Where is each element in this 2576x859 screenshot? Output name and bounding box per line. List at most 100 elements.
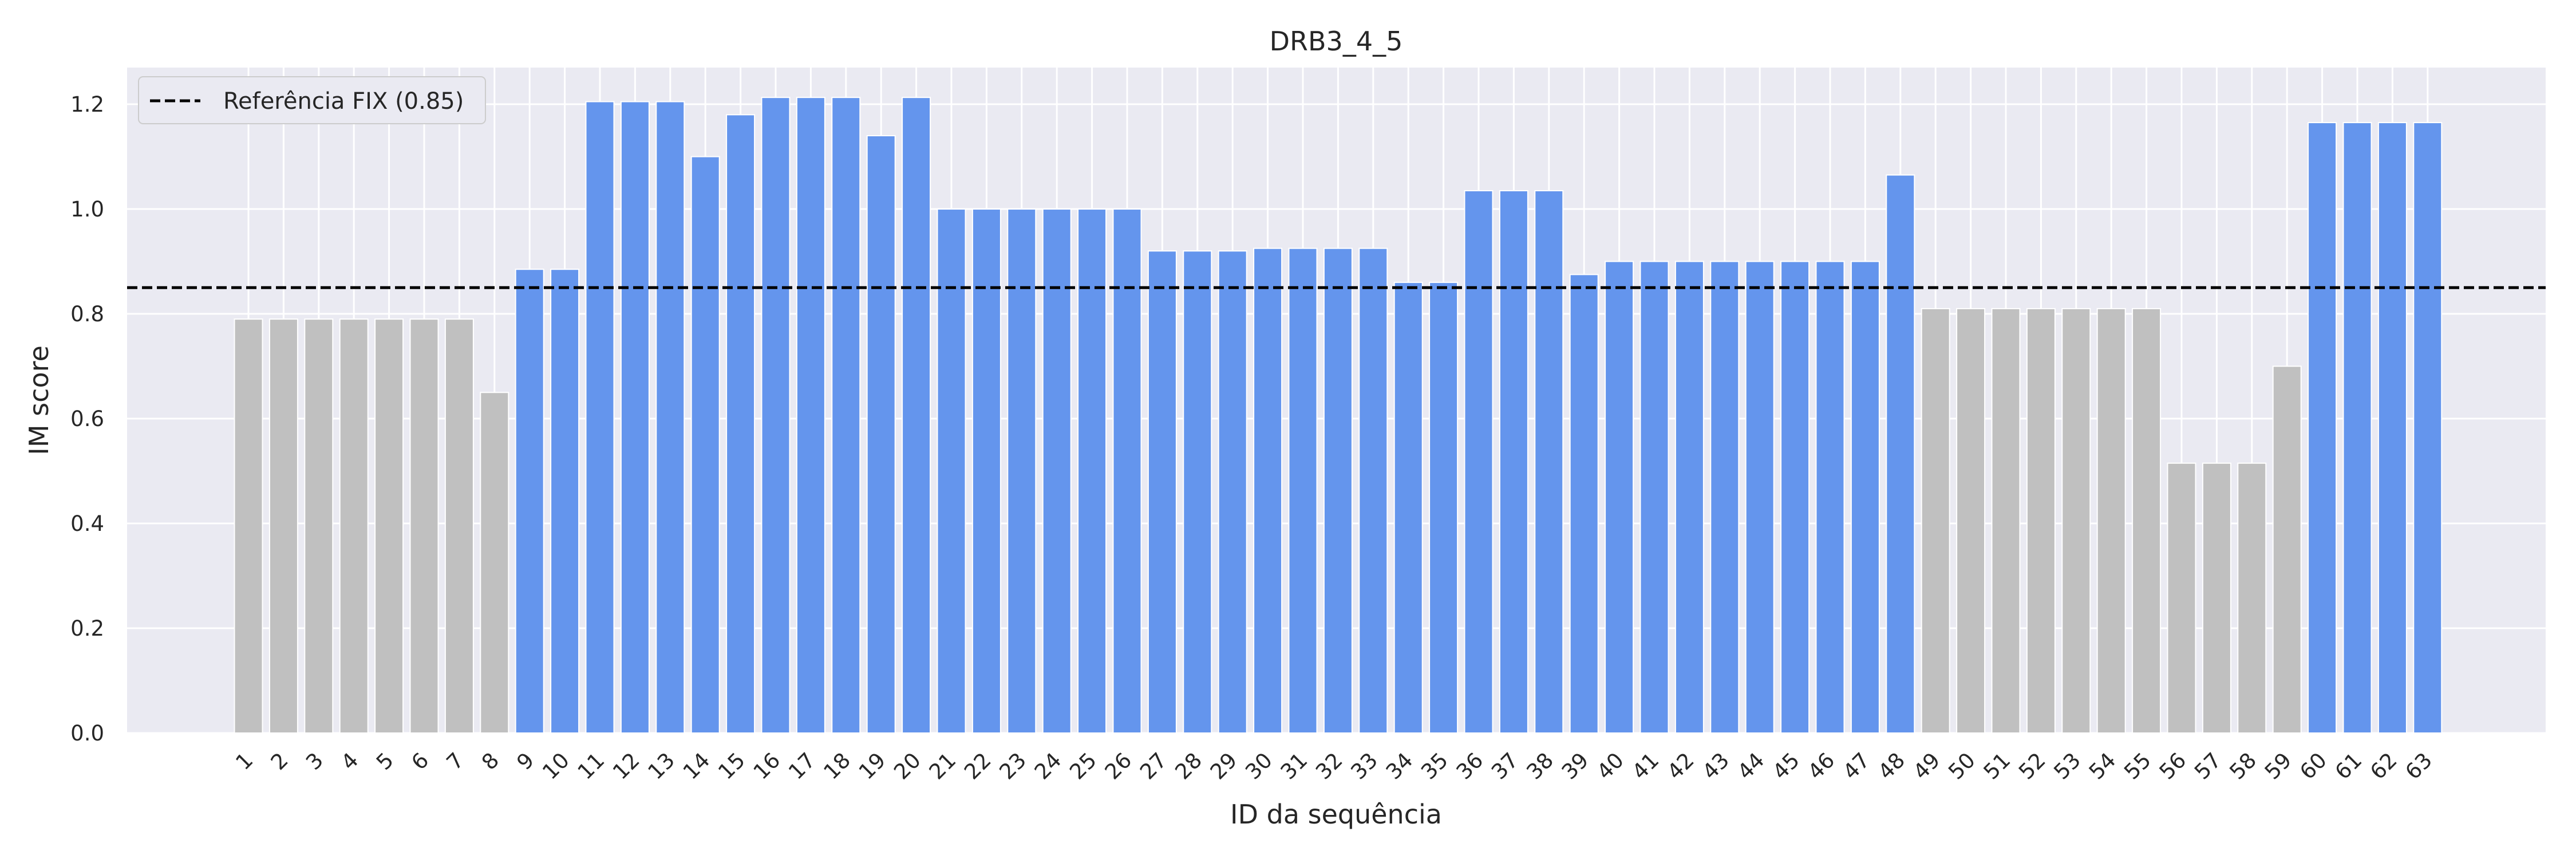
x-tick-label: 27 bbox=[1135, 748, 1172, 785]
x-tick-label: 1 bbox=[231, 748, 258, 775]
bar-seq-12 bbox=[620, 101, 650, 734]
bar-seq-24 bbox=[1042, 208, 1072, 734]
bar-seq-14 bbox=[690, 156, 720, 734]
x-tick-label: 33 bbox=[1346, 748, 1382, 785]
x-tick-label: 49 bbox=[1909, 748, 1945, 785]
bar-seq-37 bbox=[1499, 190, 1528, 734]
x-tick-label: 10 bbox=[538, 748, 574, 785]
bar-seq-5 bbox=[374, 318, 404, 734]
x-tick-label: 19 bbox=[854, 748, 891, 785]
bar-seq-15 bbox=[726, 114, 756, 734]
legend-box bbox=[138, 76, 486, 124]
x-tick-label: 63 bbox=[2400, 748, 2437, 785]
x-axis-ticks: 1 2 3 4 5 6 7 8 91011121314151617181920212223242… bbox=[231, 748, 2437, 785]
x-tick-label: 4 bbox=[337, 748, 364, 775]
x-tick-label: 54 bbox=[2084, 748, 2121, 785]
bar-seq-45 bbox=[1780, 261, 1810, 734]
bar-seq-23 bbox=[1007, 208, 1037, 734]
y-tick-label: 0.0 bbox=[70, 721, 104, 746]
x-tick-label: 14 bbox=[678, 748, 715, 785]
x-tick-label: 35 bbox=[1416, 748, 1453, 785]
bar-seq-40 bbox=[1605, 261, 1634, 734]
x-tick-label: 47 bbox=[1838, 748, 1875, 785]
bar-seq-39 bbox=[1569, 274, 1599, 734]
bar-seq-32 bbox=[1323, 247, 1353, 734]
bar-seq-33 bbox=[1358, 247, 1388, 734]
legend: Referência FIX (0.85) bbox=[138, 76, 486, 124]
x-tick-label: 44 bbox=[1733, 748, 1769, 785]
x-tick-label: 46 bbox=[1803, 748, 1840, 785]
x-tick-label: 17 bbox=[784, 748, 820, 785]
bar-seq-44 bbox=[1745, 261, 1775, 734]
bar-seq-9 bbox=[515, 269, 544, 734]
bar-seq-46 bbox=[1815, 261, 1845, 734]
bar-seq-10 bbox=[550, 269, 580, 734]
y-tick-label: 1.2 bbox=[70, 92, 104, 117]
x-tick-label: 20 bbox=[889, 748, 926, 785]
x-tick-label: 36 bbox=[1452, 748, 1488, 785]
bar-seq-11 bbox=[585, 101, 615, 734]
x-tick-label: 52 bbox=[2014, 748, 2050, 785]
bar-seq-63 bbox=[2413, 122, 2443, 734]
x-tick-label: 25 bbox=[1065, 748, 1101, 785]
bar-seq-53 bbox=[2061, 308, 2091, 734]
x-tick-label: 53 bbox=[2049, 748, 2085, 785]
x-tick-label: 57 bbox=[2190, 748, 2226, 785]
x-tick-label: 11 bbox=[573, 748, 610, 785]
bar-seq-51 bbox=[1991, 308, 2021, 734]
x-tick-label: 55 bbox=[2119, 748, 2156, 785]
x-tick-label: 40 bbox=[1592, 748, 1629, 785]
bar-seq-26 bbox=[1112, 208, 1142, 734]
x-tick-label: 26 bbox=[1100, 748, 1137, 785]
x-tick-label: 41 bbox=[1627, 748, 1664, 785]
bar-seq-25 bbox=[1077, 208, 1107, 734]
x-tick-label: 30 bbox=[1240, 748, 1277, 785]
y-tick-label: 0.2 bbox=[70, 616, 104, 641]
bar-seq-58 bbox=[2237, 462, 2267, 734]
y-tick-label: 0.6 bbox=[70, 407, 104, 431]
legend-label: Referência FIX (0.85) bbox=[223, 88, 464, 115]
bar-seq-4 bbox=[339, 318, 369, 734]
bar-seq-13 bbox=[655, 101, 685, 734]
x-tick-label: 43 bbox=[1697, 748, 1734, 785]
bar-seq-30 bbox=[1253, 247, 1283, 734]
x-tick-label: 59 bbox=[2260, 748, 2297, 785]
bar-seq-56 bbox=[2167, 462, 2196, 734]
bar-seq-61 bbox=[2342, 122, 2372, 734]
x-tick-label: 18 bbox=[819, 748, 855, 785]
x-tick-label: 38 bbox=[1522, 748, 1558, 785]
bar-seq-52 bbox=[2026, 308, 2056, 734]
bar-series bbox=[234, 97, 2443, 734]
bar-seq-6 bbox=[409, 318, 439, 734]
x-tick-label: 9 bbox=[512, 748, 539, 775]
x-tick-label: 6 bbox=[406, 748, 433, 775]
x-tick-label: 12 bbox=[608, 748, 645, 785]
x-tick-label: 51 bbox=[1979, 748, 2016, 785]
x-tick-label: 32 bbox=[1311, 748, 1348, 785]
x-tick-label: 39 bbox=[1557, 748, 1594, 785]
x-tick-label: 8 bbox=[477, 748, 504, 775]
x-tick-label: 50 bbox=[1943, 748, 1980, 785]
x-tick-label: 62 bbox=[2365, 748, 2402, 785]
bar-seq-42 bbox=[1674, 261, 1704, 734]
bar-seq-22 bbox=[971, 208, 1001, 734]
bar-seq-57 bbox=[2202, 462, 2231, 734]
x-tick-label: 13 bbox=[643, 748, 679, 785]
y-axis-title: IM score bbox=[23, 345, 54, 455]
bar-seq-8 bbox=[480, 392, 509, 734]
y-tick-label: 0.8 bbox=[70, 302, 104, 326]
y-tick-label: 1.0 bbox=[70, 197, 104, 222]
x-tick-label: 48 bbox=[1873, 748, 1910, 785]
bar-seq-54 bbox=[2096, 308, 2126, 734]
bar-seq-2 bbox=[268, 318, 298, 734]
x-tick-label: 34 bbox=[1381, 748, 1418, 785]
y-axis-ticks: 0.0 0.2 0.4 0.6 0.8 1.0 1.2 bbox=[70, 92, 104, 746]
bar-seq-18 bbox=[831, 97, 861, 734]
bar-seq-48 bbox=[1886, 174, 1915, 734]
x-tick-label: 29 bbox=[1206, 748, 1242, 785]
chart-title: DRB3_4_5 bbox=[1270, 26, 1403, 57]
bar-seq-43 bbox=[1710, 261, 1740, 734]
x-tick-label: 60 bbox=[2295, 748, 2332, 785]
bar-seq-27 bbox=[1147, 250, 1177, 734]
bar-seq-55 bbox=[2132, 308, 2162, 734]
